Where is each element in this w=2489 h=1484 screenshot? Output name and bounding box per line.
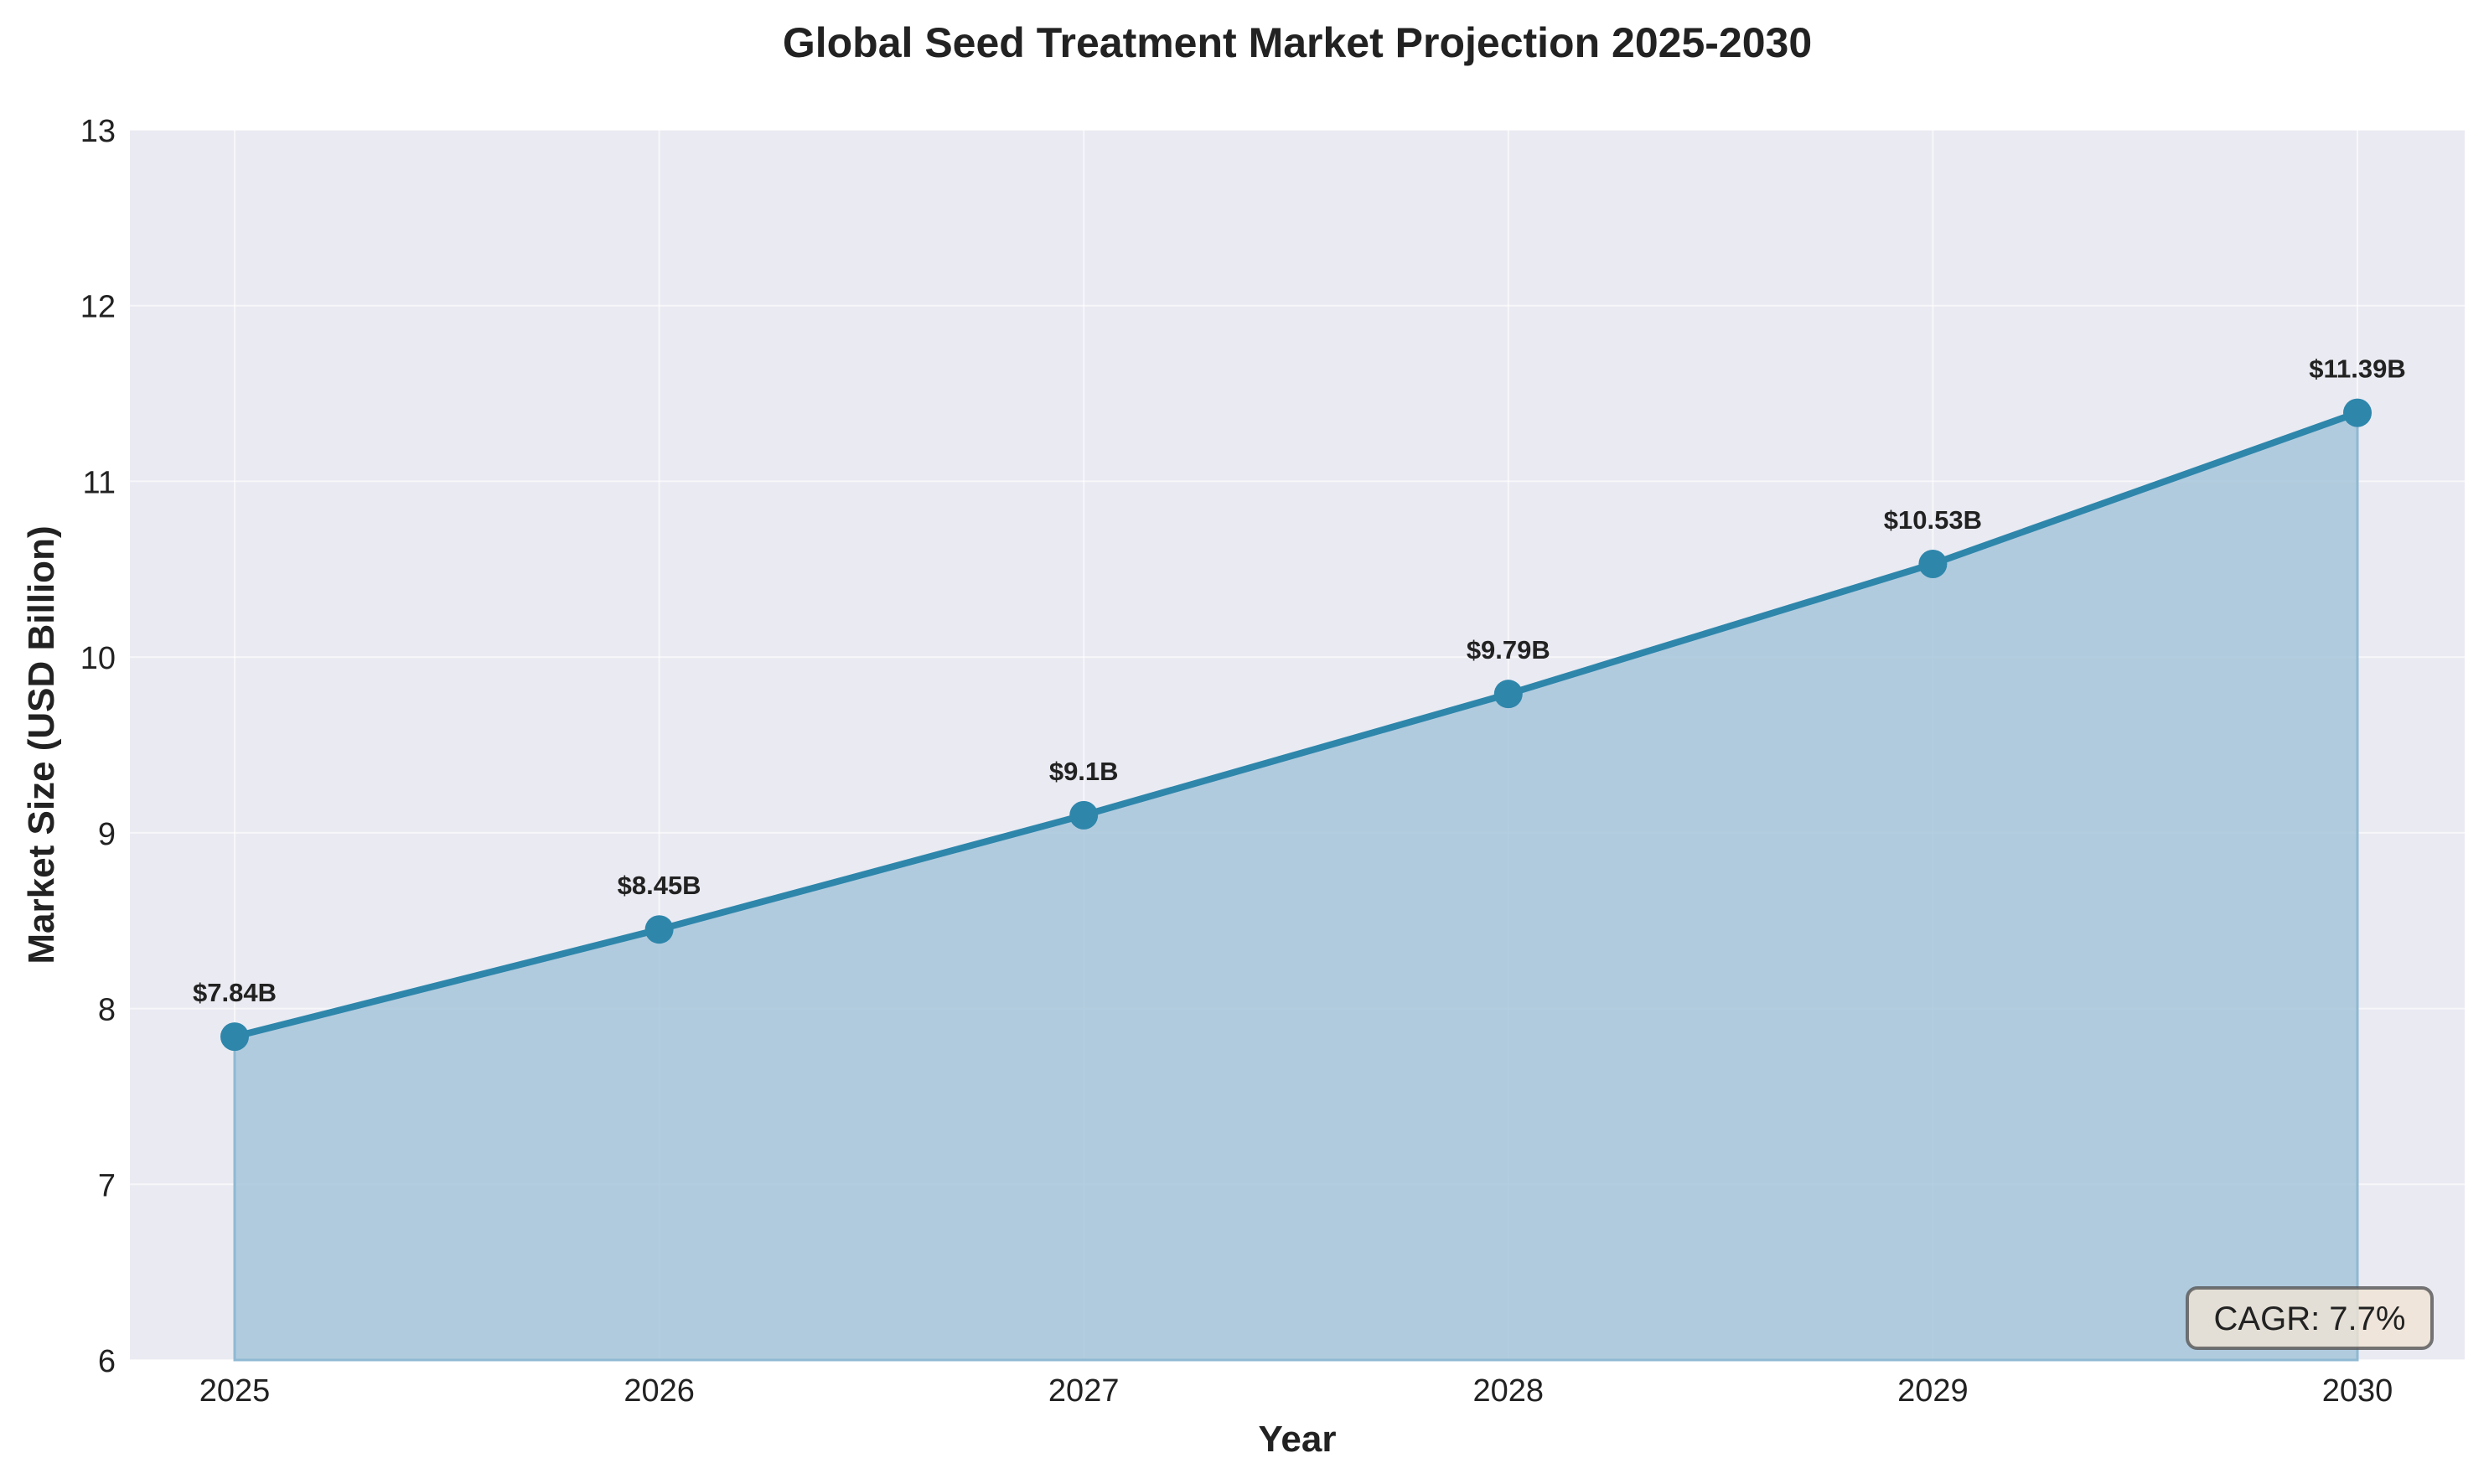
y-tick-label: 12	[80, 290, 116, 325]
y-tick-label: 7	[98, 1168, 116, 1203]
data-label: $10.53B	[1884, 505, 1982, 535]
data-label: $9.1B	[1049, 757, 1119, 786]
data-label: $8.45B	[618, 871, 701, 900]
data-point	[644, 915, 674, 944]
y-axis-label: Market Size (USD Billion)	[21, 525, 62, 964]
x-tick-label: 2026	[624, 1373, 695, 1409]
data-label: $11.39B	[2309, 354, 2406, 384]
x-tick-label: 2030	[2322, 1373, 2393, 1409]
data-point	[1493, 680, 1523, 709]
x-tick-label: 2025	[199, 1373, 271, 1409]
data-point	[1918, 549, 1948, 578]
y-tick-label: 9	[98, 817, 116, 852]
data-point	[2343, 398, 2372, 427]
cagr-text: CAGR: 7.7%	[2214, 1300, 2406, 1337]
x-tick-label: 2027	[1048, 1373, 1120, 1409]
chart-title: Global Seed Treatment Market Projection …	[783, 19, 1812, 66]
series-line	[234, 409, 2359, 1041]
y-tick-label: 8	[98, 993, 116, 1028]
y-tick-label: 10	[80, 641, 116, 676]
ticks: 6 7 8 9 10 11 12 13 2025 2026 2027 2028 2029 2030	[80, 114, 2393, 1409]
series: $7.84B $8.45B $9.1B $9.79B $10.53B $11.39B	[193, 354, 2406, 1052]
cagr-annotation: CAGR: 7.7%	[2186, 1286, 2434, 1350]
data-label: $9.79B	[1467, 635, 1550, 664]
data-label: $7.84B	[193, 978, 277, 1007]
x-tick-label: 2029	[1897, 1373, 1969, 1409]
data-point	[1069, 800, 1099, 830]
data-point	[220, 1022, 249, 1052]
x-tick-label: 2028	[1473, 1373, 1545, 1409]
y-tick-label: 13	[80, 114, 116, 149]
x-axis-label: Year	[1259, 1419, 1337, 1460]
y-tick-label: 11	[83, 465, 116, 500]
y-tick-label: 6	[98, 1344, 116, 1379]
